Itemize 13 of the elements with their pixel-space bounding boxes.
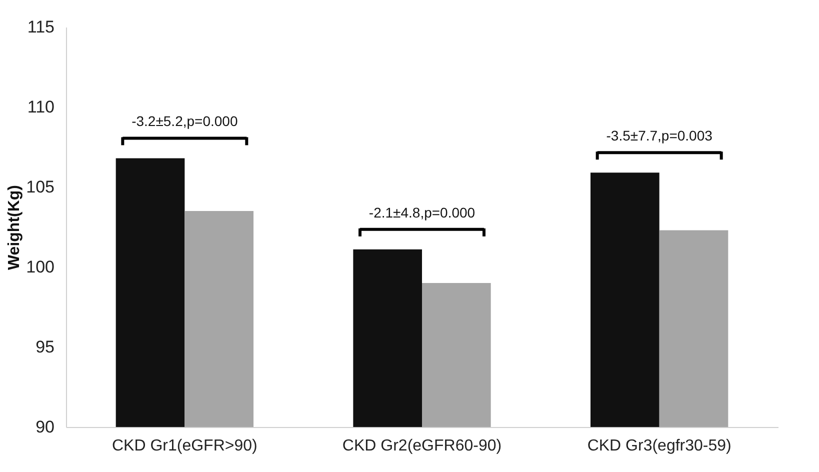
annotation: -3.5±7.7,p=0.003: [606, 128, 713, 144]
x-tick-label: CKD Gr1(eGFR>90): [112, 438, 258, 454]
y-tick-label: 95: [36, 338, 54, 356]
y-axis-title: Weight(Kg): [6, 184, 24, 270]
x-tick-label: CKD Gr3(egfr30-59): [587, 438, 732, 454]
y-tick-label: 115: [27, 18, 54, 36]
y-tick-label: 100: [26, 258, 54, 276]
annotation: -3.2±5.2,p=0.000: [132, 113, 238, 130]
y-tick-label: 105: [26, 178, 54, 196]
annotation: -2.1±4.8,p=0.000: [368, 204, 476, 220]
x-tick-label: CKD Gr2(eGFR60-90): [342, 438, 502, 454]
y-tick-label: 90: [36, 418, 54, 436]
y-tick-label: 110: [27, 98, 54, 116]
